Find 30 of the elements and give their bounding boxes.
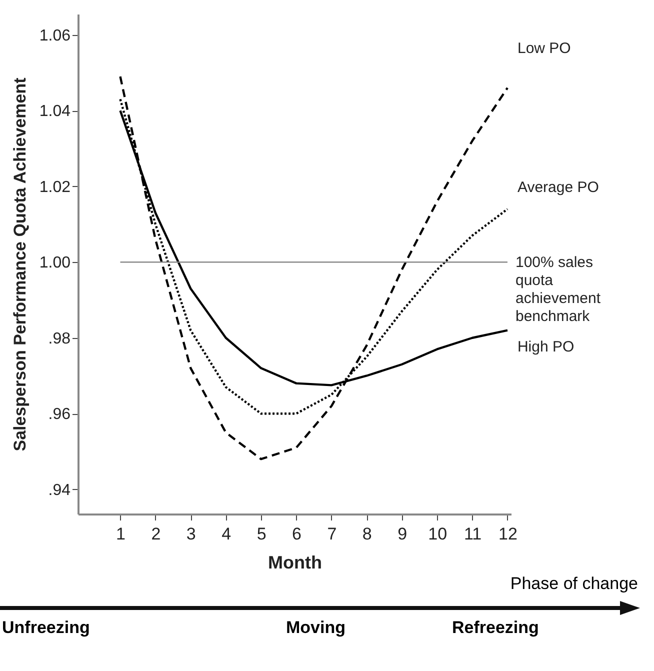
text: Unfreezing bbox=[2, 618, 90, 638]
x-tick-label: 7 bbox=[327, 524, 337, 544]
text: Phase of change bbox=[510, 574, 638, 594]
line-series bbox=[119, 75, 509, 460]
x-tick-label: 10 bbox=[428, 524, 448, 544]
x-tick-label: 2 bbox=[151, 524, 161, 544]
x-tick-label: 12 bbox=[498, 524, 518, 544]
y-tick-label: .98 bbox=[48, 330, 71, 348]
x-tick-label: 9 bbox=[398, 524, 408, 544]
x-tick-label: 1 bbox=[116, 524, 126, 544]
series-label: High PO bbox=[517, 338, 574, 356]
ref-line-label: 100% sales quota achievement benchmark bbox=[515, 254, 602, 326]
y-tick-label: 1.04 bbox=[39, 103, 71, 120]
y-tick-label: 1.06 bbox=[39, 27, 71, 44]
text: Moving bbox=[286, 618, 346, 638]
x-tick-label: 3 bbox=[186, 524, 196, 544]
y-tick-label: 1.00 bbox=[39, 254, 71, 272]
x-tick-label: 4 bbox=[222, 524, 232, 544]
y-tick-label: .96 bbox=[48, 406, 71, 424]
text: Low PO bbox=[517, 40, 571, 57]
y-axis-title: Salesperson Performance Quota Achievement bbox=[10, 77, 30, 452]
text: Refreezing bbox=[452, 618, 539, 638]
x-tick-label: 8 bbox=[362, 524, 372, 544]
series-label: Average PO bbox=[517, 179, 599, 196]
x-axis-title: Month bbox=[268, 552, 322, 572]
y-tick-label: 1.02 bbox=[39, 178, 71, 196]
x-tick-label: 5 bbox=[256, 524, 266, 544]
x-tick-label: 6 bbox=[292, 524, 302, 544]
x-tick-label: 11 bbox=[464, 524, 482, 544]
y-tick-label: .94 bbox=[48, 482, 71, 499]
